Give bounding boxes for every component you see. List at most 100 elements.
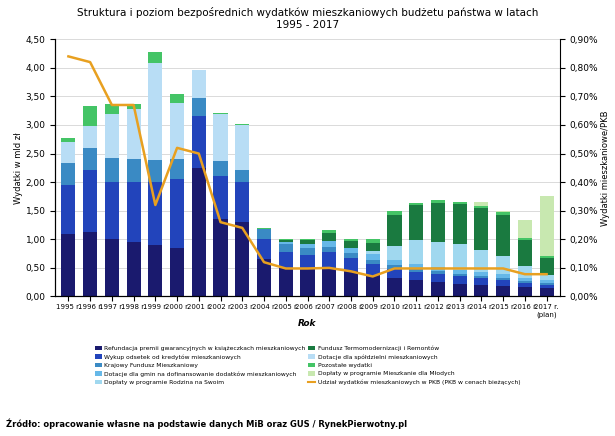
Bar <box>518 283 532 287</box>
Bar <box>518 278 532 281</box>
Bar <box>431 242 445 267</box>
Bar <box>518 287 532 296</box>
Bar <box>387 269 402 278</box>
Bar <box>474 276 488 278</box>
Bar <box>127 109 141 159</box>
Bar <box>496 212 510 215</box>
Bar <box>279 239 293 241</box>
Bar <box>431 282 445 296</box>
Bar <box>148 182 162 245</box>
Bar <box>366 243 380 251</box>
Bar <box>105 113 119 158</box>
Bar <box>279 268 293 296</box>
Bar <box>148 63 162 160</box>
Bar <box>127 182 141 242</box>
Bar <box>213 113 228 114</box>
Bar <box>453 204 467 244</box>
Bar <box>213 219 228 296</box>
Bar <box>366 251 380 254</box>
Bar <box>301 240 314 244</box>
Text: Źródło: opracowanie własne na podstawie danych MiB oraz GUS / RynekPierwotny.pl: Źródło: opracowanie własne na podstawie … <box>6 419 407 429</box>
Bar <box>453 244 467 269</box>
Bar <box>213 177 228 219</box>
Bar <box>344 258 358 271</box>
Bar <box>83 148 97 170</box>
Bar <box>539 258 554 275</box>
Text: Struktura i poziom bezpośrednich wydatków mieszkaniowych budżetu państwa w latac: Struktura i poziom bezpośrednich wydatkó… <box>77 7 538 17</box>
Bar <box>235 170 249 182</box>
Bar <box>453 269 467 274</box>
Bar <box>409 280 423 296</box>
Bar <box>301 269 314 296</box>
Bar <box>192 168 206 296</box>
Bar <box>539 289 554 296</box>
Bar <box>453 276 467 284</box>
Bar <box>431 201 445 203</box>
Bar <box>301 239 314 240</box>
Bar <box>539 285 554 289</box>
Bar <box>192 69 206 98</box>
Bar <box>453 274 467 276</box>
Bar <box>62 138 76 142</box>
Bar <box>148 160 162 182</box>
Bar <box>322 233 336 241</box>
Bar <box>387 265 402 269</box>
Bar <box>496 256 510 274</box>
Bar <box>409 203 423 205</box>
Bar <box>301 255 314 269</box>
Bar <box>170 103 184 159</box>
Bar <box>431 274 445 282</box>
Bar <box>539 283 554 285</box>
Bar <box>322 252 336 268</box>
Bar <box>127 159 141 182</box>
Bar <box>496 280 510 286</box>
Bar <box>105 182 119 239</box>
Bar <box>322 268 336 296</box>
Bar <box>235 124 249 125</box>
Bar <box>170 94 184 103</box>
Bar <box>279 242 293 245</box>
Bar <box>366 254 380 260</box>
Y-axis label: Wydatki mieszkaniowe/PKB: Wydatki mieszkaniowe/PKB <box>601 110 610 225</box>
Bar <box>148 52 162 63</box>
Bar <box>344 253 358 258</box>
Bar <box>387 215 402 246</box>
Bar <box>387 211 402 215</box>
Bar <box>409 272 423 280</box>
Bar <box>257 229 271 239</box>
Legend: Refundacja premii gwarancyjnych w książeczkach mieszkaniowych, Wykup odsetek od : Refundacja premii gwarancyjnych w książe… <box>95 346 520 385</box>
Bar <box>496 286 510 296</box>
Bar <box>279 252 293 268</box>
Bar <box>496 215 510 256</box>
Bar <box>539 197 554 256</box>
Y-axis label: Wydatki w mld zł: Wydatki w mld zł <box>14 132 23 204</box>
Bar <box>257 239 271 259</box>
Bar <box>387 246 402 260</box>
Bar <box>62 164 76 185</box>
Bar <box>474 285 488 296</box>
Bar <box>453 284 467 296</box>
Bar <box>344 239 358 241</box>
Bar <box>235 125 249 170</box>
Bar <box>366 275 380 296</box>
Bar <box>474 249 488 272</box>
Bar <box>257 228 271 229</box>
Bar <box>518 266 532 278</box>
Text: 1995 - 2017: 1995 - 2017 <box>276 20 339 30</box>
Bar <box>192 116 206 168</box>
Bar <box>170 248 184 296</box>
Bar <box>474 201 488 206</box>
Bar <box>127 242 141 296</box>
Bar <box>474 278 488 285</box>
Bar <box>366 260 380 265</box>
Bar <box>496 274 510 278</box>
Bar <box>539 280 554 283</box>
Bar <box>431 267 445 271</box>
Bar <box>431 271 445 274</box>
Bar <box>213 161 228 177</box>
Bar <box>344 241 358 248</box>
Bar <box>496 278 510 280</box>
Bar <box>83 232 97 296</box>
Bar <box>105 104 119 113</box>
Bar <box>344 271 358 296</box>
